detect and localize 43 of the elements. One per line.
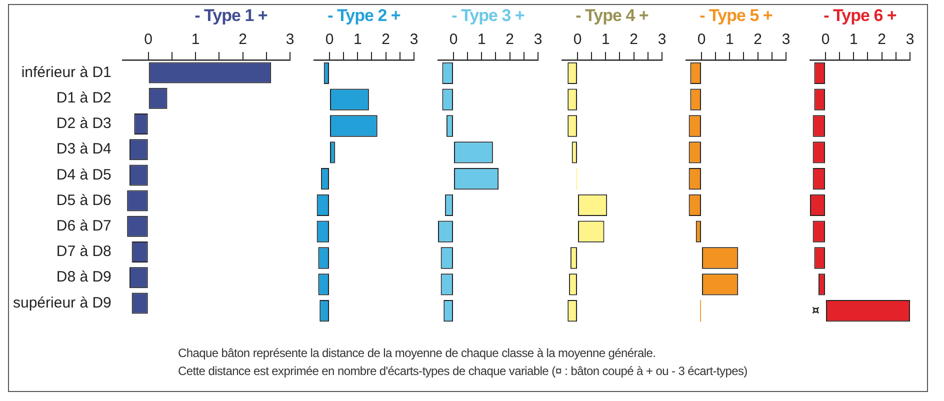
chart-title: - Type 5 + bbox=[698, 6, 774, 27]
x-tick-label: 0 bbox=[821, 31, 830, 48]
x-tick-label: 1 bbox=[849, 31, 858, 48]
y-tick-label: D2 à D3 bbox=[56, 115, 112, 132]
chart-title: - Type 4 + bbox=[574, 6, 650, 27]
x-tick-label: 1 bbox=[601, 31, 610, 48]
y-tick-label: D3 à D4 bbox=[56, 140, 112, 158]
x-tick-label: 0 bbox=[697, 31, 706, 48]
x-tick-label: 0 bbox=[144, 31, 153, 48]
x-tick-label: 3 bbox=[286, 31, 294, 48]
x-tick-label: 0 bbox=[573, 31, 582, 48]
x-tick-label: 1 bbox=[191, 31, 200, 48]
y-tick-label: D5 à D6 bbox=[56, 192, 112, 209]
x-tick-label: 3 bbox=[410, 31, 418, 48]
text: Cette distance est exprimée en nombre d'écarts-types de chaque variable (¤ : bâton coupé à + ou - 3 écart-types) bbox=[178, 363, 748, 380]
y-tick-label: D1 à D2 bbox=[56, 90, 112, 107]
y-tick-label: D8 à D9 bbox=[56, 268, 112, 286]
x-tick-label: 2 bbox=[878, 31, 886, 48]
x-tick-label: 0 bbox=[449, 31, 458, 48]
chart-title: - Type 1 + bbox=[194, 6, 268, 27]
x-tick-label: 0 bbox=[325, 31, 334, 48]
chart-title: - Type 6 + bbox=[822, 6, 898, 27]
y-tick-label: D4 à D5 bbox=[56, 166, 112, 184]
chart-title: - Type 3 + bbox=[450, 6, 526, 27]
annotation: ¤ bbox=[812, 302, 820, 317]
x-tick-label: 3 bbox=[658, 31, 666, 48]
y-tick-label: supérieur à D9 bbox=[12, 294, 112, 312]
x-tick-label: 2 bbox=[238, 31, 247, 48]
chart-title: - Type 2 + bbox=[326, 6, 402, 27]
x-tick-label: 2 bbox=[754, 31, 762, 48]
y-tick-label: D7 à D8 bbox=[56, 243, 112, 260]
x-tick-label: 2 bbox=[630, 31, 638, 48]
x-tick-label: 1 bbox=[725, 31, 734, 48]
x-tick-label: 2 bbox=[382, 31, 390, 48]
x-tick-label: 3 bbox=[782, 31, 790, 48]
y-tick-label: inférieur à D1 bbox=[21, 64, 112, 81]
y-tick-label: D6 à D7 bbox=[56, 218, 112, 235]
x-tick-label: 1 bbox=[353, 31, 362, 48]
x-tick-label: 1 bbox=[477, 31, 486, 48]
text: Chaque bâton représente la distance de la moyenne de chaque classe à la moyenne générale. bbox=[178, 345, 657, 362]
x-tick-label: 2 bbox=[506, 31, 514, 48]
x-tick-label: 3 bbox=[534, 31, 542, 48]
x-tick-label: 3 bbox=[906, 31, 914, 48]
